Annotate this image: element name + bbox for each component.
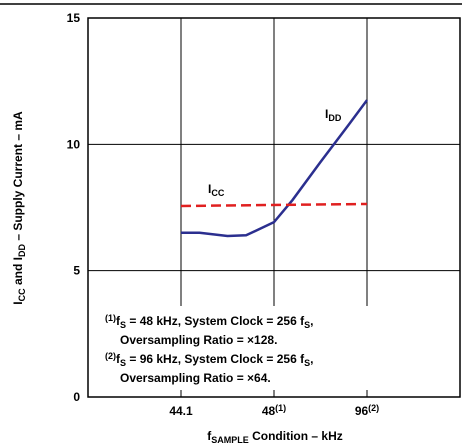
subscript: S: [304, 320, 310, 330]
note-line: (2)fS = 96 kHz, System Clock = 256 fS,: [105, 351, 313, 368]
text-part: f: [116, 314, 121, 328]
note-line: Oversampling Ratio = ×128.: [120, 333, 277, 347]
text-part: ,: [310, 314, 313, 328]
x-axis-label: fSAMPLE Condition – kHz: [207, 429, 343, 445]
text-part: I: [11, 301, 25, 304]
y-tick-label: 15: [67, 11, 81, 25]
superscript: (2): [368, 403, 379, 413]
text-part: Oversampling Ratio = ×64.: [120, 371, 271, 385]
subscript: CC: [211, 188, 224, 198]
plot-frame: [87, 17, 461, 398]
text-part: 48: [262, 404, 276, 418]
text-part: Condition – kHz: [249, 429, 343, 443]
text-part: Oversampling Ratio = ×128.: [120, 333, 277, 347]
text-part: f: [116, 352, 121, 366]
text-part: I: [325, 107, 328, 121]
series-line: [181, 99, 369, 238]
subscript: DD: [17, 244, 27, 257]
text-part: and I: [11, 257, 25, 288]
subscript: S: [120, 358, 126, 368]
y-tick-label: 5: [73, 264, 80, 278]
x-tick-label: 96(2): [355, 403, 379, 418]
subscript: SAMPLE: [211, 435, 249, 445]
x-tick-label: 44.1: [169, 404, 193, 418]
superscript: (1): [275, 403, 286, 413]
superscript: (2): [105, 351, 116, 361]
y-axis-label: ICC and IDD – Supply Current – mA: [11, 111, 27, 305]
note-line: (1)fS = 48 kHz, System Clock = 256 fS,: [105, 313, 313, 330]
subscript: CC: [17, 288, 27, 301]
series-label: ICC: [208, 182, 225, 198]
note-line: Oversampling Ratio = ×64.: [120, 371, 271, 385]
text-part: = 96 kHz, System Clock = 256 f: [126, 352, 305, 366]
y-tick-label: 0: [73, 390, 80, 404]
subscript: S: [304, 358, 310, 368]
subscript: S: [120, 320, 126, 330]
x-tick-label: 48(1): [262, 403, 286, 418]
y-tick-label: 10: [67, 137, 81, 151]
text-part: I: [208, 182, 211, 196]
subscript: DD: [328, 113, 341, 123]
text-part: 96: [355, 404, 369, 418]
text-part: 44.1: [169, 404, 193, 418]
text-part: ,: [310, 352, 313, 366]
series-line: [180, 202, 368, 208]
superscript: (1): [105, 313, 116, 323]
text-part: f: [207, 429, 212, 443]
text-part: – Supply Current – mA: [11, 111, 25, 244]
text-part: = 48 kHz, System Clock = 256 f: [126, 314, 305, 328]
series-label: IDD: [325, 107, 342, 123]
notes-background: [96, 306, 396, 390]
